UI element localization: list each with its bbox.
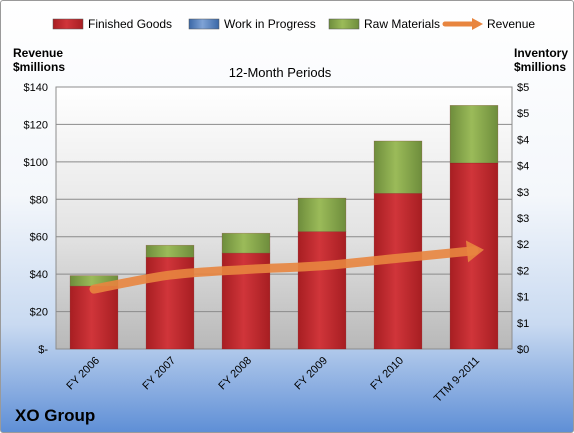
- bar-finished-goods: [69, 285, 119, 350]
- legend-label: Raw Materials: [364, 17, 440, 31]
- right-tick-label: $5: [517, 108, 529, 120]
- bar-raw-materials: [297, 197, 347, 232]
- right-tick-label: $3: [517, 187, 529, 199]
- x-tick-label: TTM 9-2011: [432, 355, 482, 405]
- x-tick-label: FY 2007: [140, 355, 178, 393]
- left-axis-label-line-2: $millions: [13, 60, 65, 74]
- bar-raw-materials: [221, 232, 271, 254]
- legend-label: Finished Goods: [88, 17, 172, 31]
- left-axis-ticks: $- $20 $40 $60 $80 $100 $120 $140: [24, 82, 49, 356]
- left-tick-label: $120: [24, 119, 48, 131]
- left-tick-label: $40: [30, 269, 48, 281]
- right-tick-label: $5: [517, 82, 529, 94]
- legend-swatch-finished-goods: [52, 18, 84, 30]
- right-tick-label: $4: [517, 161, 529, 173]
- right-axis-ticks: $0 $1 $1 $2 $2 $3 $3 $4 $4 $5 $5: [517, 82, 529, 356]
- company-name: XO Group: [15, 406, 96, 425]
- right-tick-label: $1: [517, 292, 529, 304]
- left-axis-label-line-1: Revenue: [13, 46, 63, 60]
- right-tick-label: $3: [517, 213, 529, 225]
- bars: [69, 105, 499, 350]
- legend: Finished Goods Work in Progress Raw Materi…: [52, 17, 535, 31]
- legend-label: Work in Progress: [224, 17, 316, 31]
- right-axis-label-line-1: Inventory: [514, 46, 568, 60]
- right-tick-label: $1: [517, 318, 529, 330]
- bar-raw-materials: [145, 244, 195, 258]
- right-tick-label: $0: [517, 344, 529, 356]
- right-axis-label-line-2: $millions: [514, 60, 566, 74]
- gridlines: [56, 123, 512, 313]
- bar-finished-goods: [373, 193, 423, 350]
- right-tick-label: $2: [517, 239, 529, 251]
- chart-title: 12-Month Periods: [229, 65, 332, 80]
- right-tick-label: $2: [517, 265, 529, 277]
- right-tick-label: $4: [517, 134, 529, 146]
- left-tick-label: $140: [24, 82, 48, 94]
- left-tick-label: $20: [30, 307, 48, 319]
- revenue-line-path: [89, 246, 479, 294]
- bar-finished-goods: [297, 231, 347, 350]
- revenue-arrowhead: [465, 240, 484, 263]
- legend-label: Revenue: [487, 17, 535, 31]
- plot-area: [55, 86, 513, 350]
- bar-raw-materials: [449, 105, 499, 164]
- legend-arrowhead: [472, 18, 483, 30]
- x-tick-label: FY 2009: [292, 355, 330, 393]
- left-tick-label: $60: [30, 232, 48, 244]
- legend-swatch-raw-materials: [328, 18, 360, 30]
- x-tick-label: FY 2010: [368, 355, 406, 393]
- bar-raw-materials: [373, 140, 423, 194]
- x-axis-ticks: FY 2006 FY 2007 FY 2008 FY 2009 FY 2010 TTM 9…: [64, 355, 482, 405]
- legend-swatch-work-in-progress: [188, 18, 220, 30]
- x-tick-label: FY 2006: [64, 355, 102, 393]
- revenue-line: [89, 240, 484, 294]
- left-tick-label: $100: [24, 157, 48, 169]
- x-tick-label: FY 2008: [216, 355, 254, 393]
- left-tick-label: $80: [30, 194, 48, 206]
- left-tick-label: $-: [38, 344, 48, 356]
